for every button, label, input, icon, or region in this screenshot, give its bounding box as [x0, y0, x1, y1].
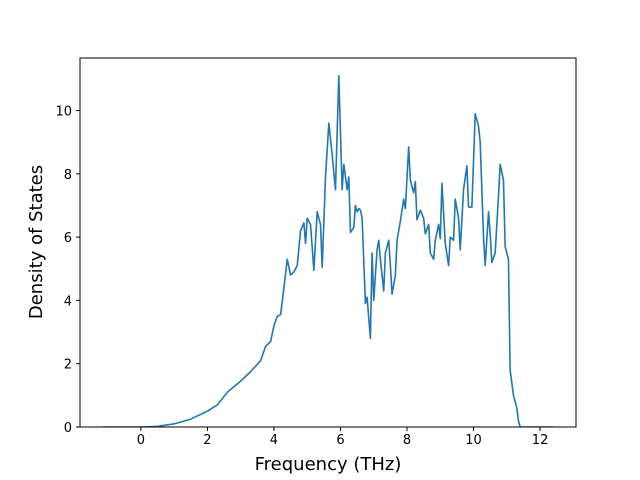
x-tick-label: 4 — [270, 433, 278, 448]
x-tick-label: 6 — [336, 433, 344, 448]
y-tick-label: 0 — [64, 421, 72, 436]
y-tick-label: 2 — [64, 358, 72, 373]
x-tick-label: 10 — [465, 433, 482, 448]
x-tick-label: 12 — [532, 433, 549, 448]
y-tick-label: 10 — [55, 105, 72, 120]
y-tick-label: 8 — [64, 168, 72, 183]
y-tick-label: 6 — [64, 231, 72, 246]
y-tick-label: 4 — [64, 294, 72, 309]
plot-frame — [79, 57, 577, 428]
x-axis-label: Frequency (THz) — [255, 454, 402, 475]
x-tick-label: 2 — [203, 433, 211, 448]
line-series — [102, 74, 554, 427]
x-tick-label: 8 — [403, 433, 411, 448]
x-tick-label: 0 — [137, 433, 145, 448]
y-axis-label: Density of States — [26, 165, 47, 319]
